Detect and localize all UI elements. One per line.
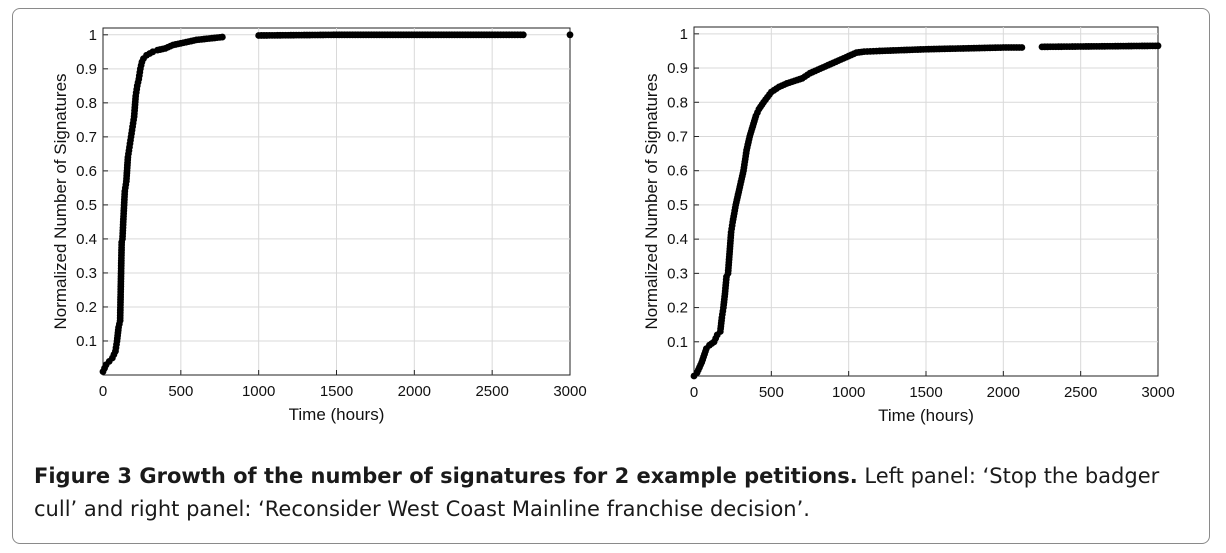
- x-tick-label: 500: [759, 384, 784, 401]
- y-tick-label: 0.8: [76, 95, 97, 112]
- x-tick-label: 1500: [320, 383, 353, 400]
- y-tick-label: 0.2: [76, 299, 97, 316]
- data-series: [690, 42, 1162, 380]
- y-tick-label: 0.9: [76, 61, 97, 78]
- x-axis-label: Time (hours): [289, 405, 385, 424]
- y-tick-label: 0.2: [667, 300, 688, 317]
- data-point: [1154, 42, 1162, 50]
- x-axis-label: Time (hours): [878, 406, 974, 425]
- x-tick-label: 0: [99, 383, 107, 400]
- y-tick-label: 0.8: [667, 94, 688, 111]
- x-tick-label: 1000: [242, 383, 275, 400]
- data-series: [99, 31, 574, 375]
- x-tick-label: 500: [168, 383, 193, 400]
- y-tick-label: 0.7: [76, 129, 97, 146]
- y-tick-label: 0.1: [667, 334, 688, 351]
- x-tick-label: 0: [690, 384, 698, 401]
- y-tick-label: 1: [680, 26, 688, 43]
- x-tick-label: 2500: [475, 383, 508, 400]
- y-tick-label: 0.6: [667, 163, 688, 180]
- x-tick-label: 2000: [987, 384, 1020, 401]
- data-point: [566, 31, 574, 39]
- data-point: [1018, 44, 1026, 51]
- y-tick-label: 0.3: [667, 265, 688, 282]
- caption-text: Left panel: ‘Stop the badger cull’ and r…: [34, 464, 1160, 521]
- y-tick-label: 0.6: [76, 163, 97, 180]
- y-tick-label: 0.3: [76, 265, 97, 282]
- x-tick-label: 1000: [832, 384, 865, 401]
- x-tick-label: 2500: [1064, 384, 1097, 401]
- data-point: [218, 33, 226, 41]
- chart-panel-right: 0 500 1000 1500 2000 2500 3000 0.1 0.2 0.3 0.4 0.5 0…: [642, 26, 1175, 425]
- y-tick-label: 0.9: [667, 60, 688, 77]
- x-tick-label: 3000: [1141, 384, 1174, 401]
- y-tick-label: 0.7: [667, 128, 688, 145]
- figure-caption: Figure 3 Growth of the number of signatu…: [34, 460, 1194, 526]
- y-tick-label: 0.4: [76, 231, 97, 248]
- y-axis-label: Normalized Number of Signatures: [51, 73, 70, 329]
- y-axis-label: Normalized Number of Signatures: [642, 73, 661, 329]
- y-tick-label: 1: [89, 27, 97, 44]
- x-tick-label: 3000: [553, 383, 586, 400]
- y-tick-label: 0.4: [667, 231, 688, 248]
- chart-panel-left: 0 500 1000 1500 2000 2500 3000 0.1 0.2 0.3 0.4 0.5 0…: [51, 27, 587, 424]
- y-tick-label: 0.5: [76, 197, 97, 214]
- y-tick-label: 0.1: [76, 333, 97, 350]
- x-tick-label: 2000: [398, 383, 431, 400]
- y-tick-label: 0.5: [667, 197, 688, 214]
- x-tick-label: 1500: [909, 384, 942, 401]
- data-point: [519, 31, 527, 39]
- caption-title: Figure 3 Growth of the number of signatu…: [34, 464, 858, 488]
